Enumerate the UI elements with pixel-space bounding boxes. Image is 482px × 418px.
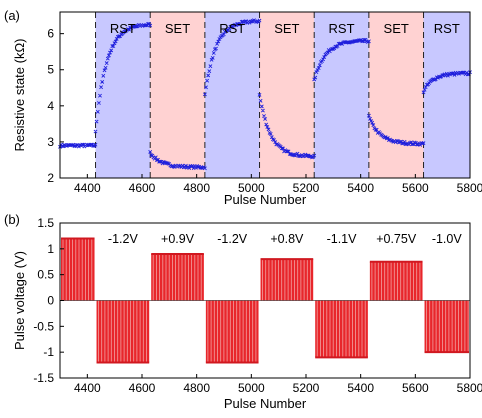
pulse-bar [260,258,314,301]
x-tick-label: 5000 [238,181,265,195]
pulse-bar [61,237,95,301]
pulse-voltage-label: -1.1V [327,232,358,246]
pulse-lines [371,261,421,301]
pulse-voltage-label: -1.2V [217,232,248,246]
pulse-bar [96,300,150,364]
pulse-lines [262,259,311,301]
y-tick-label: 1 [47,242,54,256]
x-tick-label: 5800 [457,181,482,195]
pulse-voltage-label: -1.0V [432,232,463,246]
x-tick-label: 4800 [183,181,210,195]
region-set [259,12,315,178]
x-tick-label: 5200 [293,181,320,195]
pulse-lines [316,300,366,358]
panel-a-label: (a) [4,8,20,23]
x-tick-label: 4800 [183,381,210,395]
y-tick-label: 5 [47,63,54,77]
pulse-bar-fill [315,300,368,358]
pulse-bars [61,237,469,364]
x-tick-label: 5600 [402,381,429,395]
pulse-lines [426,300,469,353]
axis-ticks-a: 4400 4600 4800 5000 5200 5400 5600 5800 2 3 4 5 6 [47,27,482,195]
panel-a-resistive-state: (a) RST SET RST SET RST SET RST 4400 4600 4800 50… [4,8,482,207]
x-tick-label: 4400 [74,381,101,395]
pulse-bar-fill [424,300,469,353]
x-tick-label: 4600 [129,181,156,195]
region-label: SET [274,21,299,36]
pulse-bar [205,300,259,364]
y-tick-label: 1.5 [37,216,54,230]
x-tick-label: 4600 [129,381,156,395]
plot-frame-a [59,11,471,179]
y-tick-label: 2 [47,171,54,185]
region-label: SET [165,21,190,36]
panel-b-label: (b) [4,212,20,227]
region-label: SET [384,21,409,36]
pulse-voltage-label: +0.75V [376,232,417,246]
pulse-bar-fill [369,261,423,301]
pulse-bar [315,300,368,359]
pulse-lines [98,300,147,363]
region-set [368,12,424,178]
pulse-lines [207,300,257,363]
pulse-voltage-labels: -1.2V +0.9V -1.2V +0.8V -1.1V +0.75V -1.0V [108,232,462,246]
pulse-lines [62,238,93,301]
pulse-bar [369,260,423,301]
y-tick-label: -0.5 [33,319,54,333]
region-rst [314,12,369,178]
pulse-voltage-label: -1.2V [108,232,139,246]
pulse-voltage-label: +0.9V [161,232,195,246]
region-label: RST [219,21,245,36]
x-tick-label: 5000 [238,381,265,395]
region-set [150,12,205,178]
x-tick-label: 5400 [347,181,374,195]
y-tick-label: 0.5 [37,268,54,282]
x-tick-label: 5600 [402,181,429,195]
x-axis-label-b: Pulse Number [224,396,307,411]
y-tick-label: -1.5 [33,371,54,385]
pulse-bar-fill [151,254,204,301]
region-labels: RST SET RST SET RST SET RST [110,21,460,36]
region-rst [95,12,151,178]
pulse-bar [424,300,469,354]
panel-b-pulse-voltage: (b) -1.2V +0.9V -1.2V +0.8V -1.1V +0.75V -1.0V… [4,212,482,411]
y-tick-label: 3 [47,135,54,149]
y-tick-label: 0 [47,294,54,308]
x-tick-label: 5400 [347,381,374,395]
pulse-bar-fill [260,259,314,301]
region-label: RST [434,21,460,36]
axis-ticks-b: 4400 4600 4800 5000 5200 5400 5600 5800 -1.5 -1 -0… [33,216,482,395]
x-tick-label: 4400 [74,181,101,195]
region-label: RST [110,21,136,36]
pulse-lines [152,254,202,301]
region-baseline [60,12,96,178]
pulse-bar [151,253,204,301]
x-tick-label: 5200 [293,381,320,395]
pulse-bar-fill [96,300,150,363]
pulse-bar-fill [205,300,259,363]
region-rst [204,12,260,178]
region-rst [423,12,470,178]
x-axis-label-a: Pulse Number [224,192,307,207]
x-tick-label: 5800 [457,381,482,395]
y-axis-label-b: Pulse voltage (V) [12,251,27,350]
y-tick-label: 4 [47,99,54,113]
y-tick-label: 6 [47,27,54,41]
pulse-voltage-label: +0.8V [270,232,304,246]
region-label: RST [329,21,355,36]
y-axis-label-a: Resistive state (kΩ) [12,38,27,151]
y-tick-label: -1 [43,345,54,359]
